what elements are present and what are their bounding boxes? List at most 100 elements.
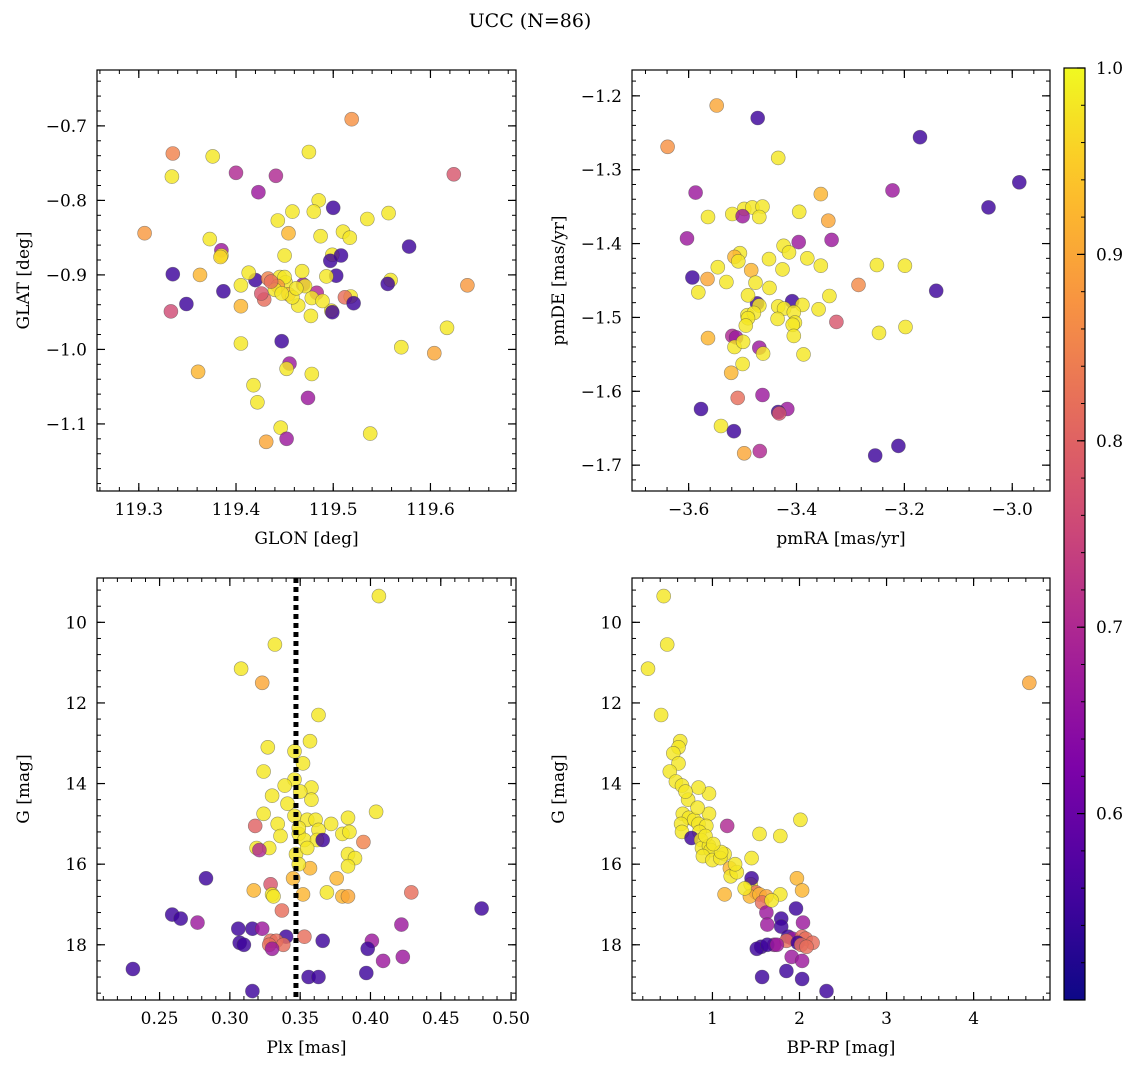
data-point [640, 661, 656, 677]
data-point [705, 836, 721, 852]
data-point [897, 258, 913, 274]
panel-pmra-pmde: −3.6 −3.4 −3.2 −3.0 −1.2 −1.3 −1.4 −1.5 −1.6 −1.7… [549, 69, 1051, 549]
data-point [258, 434, 274, 450]
data-point [274, 333, 290, 349]
data-point [794, 953, 810, 969]
data-point [340, 858, 356, 874]
data-point [205, 149, 220, 164]
data-point [788, 901, 804, 916]
data-point [795, 915, 811, 930]
colorbar-tick-label: 0.8 [1096, 432, 1123, 452]
x-tick-label: 1 [707, 1009, 718, 1029]
data-point [737, 881, 753, 896]
data-point [256, 764, 271, 779]
data-point [288, 280, 304, 296]
data-point [867, 448, 883, 463]
data-point [735, 208, 750, 224]
data-point [394, 917, 409, 932]
data-point [794, 883, 810, 898]
data-point [125, 961, 141, 977]
data-point [717, 887, 732, 902]
data-point [299, 840, 315, 856]
data-point [743, 262, 759, 278]
data-point [362, 426, 378, 441]
y-tick-label: 14 [600, 775, 622, 795]
data-point [735, 356, 750, 372]
data-point [719, 818, 735, 834]
data-point [769, 937, 785, 953]
data-point [246, 377, 261, 393]
y-tick-label: 10 [65, 613, 87, 633]
colorbar-gradient [1064, 68, 1085, 1000]
data-point [340, 810, 356, 826]
x-axis-label: BP-RP [mag] [787, 1038, 896, 1058]
data-point [264, 941, 280, 957]
data-point [380, 276, 396, 292]
data-point [403, 885, 419, 900]
data-point [311, 707, 326, 723]
y-tick-label: −1.2 [581, 87, 622, 107]
data-point [761, 251, 777, 267]
data-point [740, 287, 756, 303]
data-point [252, 842, 267, 858]
data-point [233, 661, 249, 677]
data-point [693, 401, 709, 417]
data-point [268, 168, 284, 184]
data-point [781, 245, 797, 260]
data-point [165, 266, 181, 282]
data-point [771, 406, 787, 421]
data-point [375, 953, 391, 969]
data-point [297, 929, 312, 945]
data-point [1011, 175, 1027, 190]
data-point [304, 792, 319, 808]
data-point [446, 167, 462, 182]
x-tick-label: −3.4 [776, 500, 817, 520]
data-point [190, 915, 205, 930]
y-tick-label: −1.4 [581, 235, 622, 255]
data-point [750, 110, 766, 126]
data-point [311, 969, 326, 985]
data-point [216, 283, 231, 299]
x-tick-label: −3.2 [884, 500, 925, 520]
data-point [748, 275, 763, 291]
data-point [869, 257, 885, 273]
data-point [744, 870, 759, 886]
data-point [236, 937, 252, 953]
x-tick-label: 3 [881, 1009, 892, 1029]
x-tick-label: 0.35 [281, 1009, 319, 1029]
y-tick-label: 14 [65, 775, 87, 795]
data-point [254, 675, 270, 691]
x-tick-label: 0.50 [492, 1009, 530, 1029]
data-point [285, 204, 300, 219]
data-point [799, 250, 815, 266]
data-point [315, 933, 331, 949]
data-point [346, 295, 361, 311]
data-point [319, 269, 334, 284]
data-point [192, 267, 208, 283]
data-point [730, 253, 746, 269]
data-point [799, 939, 814, 955]
data-point [280, 796, 295, 812]
data-point [267, 637, 283, 652]
x-tick-label: 2 [794, 1009, 805, 1029]
data-point [460, 277, 475, 293]
y-tick-label: 16 [600, 855, 622, 875]
data-point [690, 800, 705, 816]
y-tick-label: 12 [65, 694, 87, 714]
data-point [164, 169, 180, 184]
data-point [190, 364, 206, 380]
data-point [313, 228, 328, 244]
y-tick-label: −1.7 [581, 456, 622, 476]
data-point [274, 286, 290, 301]
y-tick-label: −1.0 [46, 340, 87, 360]
data-point [770, 150, 786, 166]
data-point [241, 265, 256, 281]
axes-frame [631, 69, 1051, 492]
data-point [779, 963, 794, 979]
data-point [474, 901, 489, 916]
data-point [762, 280, 777, 296]
x-axis-label: Plx [mas] [266, 1038, 346, 1058]
data-point [266, 889, 281, 904]
